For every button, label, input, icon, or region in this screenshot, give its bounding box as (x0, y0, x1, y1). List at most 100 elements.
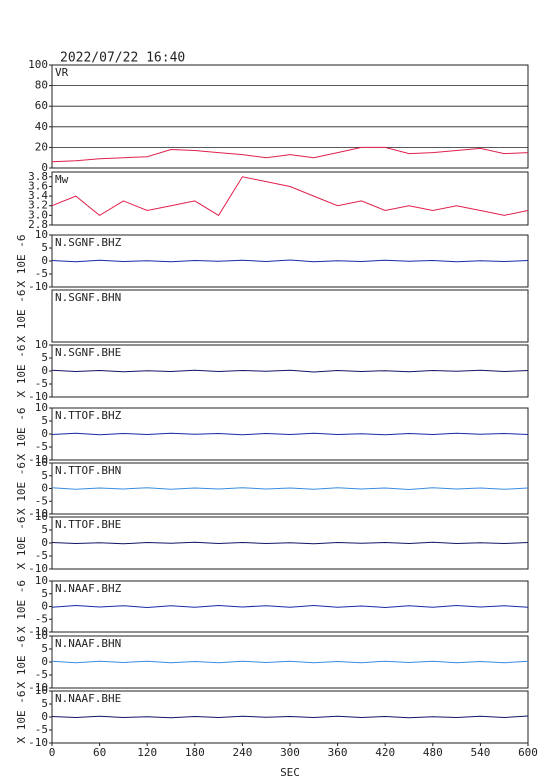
trace (51, 604, 529, 609)
y-axis-label: X 10E -6 (15, 345, 28, 398)
y-axis-label: X 10E -6 (15, 290, 28, 343)
y-tick-label: -5 (35, 668, 48, 681)
y-tick-label: 100 (28, 58, 48, 71)
y-tick-label: 0 (41, 600, 48, 613)
trace (51, 432, 529, 436)
y-tick-label: 10 (35, 510, 48, 523)
y-tick-label: 3.0 (28, 208, 48, 221)
y-tick-label: 0 (41, 710, 48, 723)
x-tick-label: 60 (93, 746, 106, 759)
panel-frame (51, 171, 529, 226)
x-tick-label: 420 (375, 746, 395, 759)
y-tick-label: -5 (35, 612, 48, 625)
x-tick-label: 120 (137, 746, 157, 759)
y-axis-label: X 10E -6 (15, 408, 28, 461)
y-tick-label: -10 (28, 453, 48, 466)
panel-label: N.TTOF.BHZ (55, 409, 122, 422)
y-tick-label: -5 (35, 377, 48, 390)
panel-label: N.TTOF.BHE (55, 518, 121, 531)
x-tick-label: 600 (518, 746, 538, 759)
y-tick-label: 3.8 (28, 170, 48, 183)
y-tick-label: -5 (35, 267, 48, 280)
y-tick-label: 3.2 (28, 199, 48, 212)
y-tick-label: -5 (35, 549, 48, 562)
y-tick-label: 0 (41, 655, 48, 668)
y-tick-label: -5 (35, 723, 48, 736)
y-tick-label: -10 (28, 736, 48, 749)
x-tick-label: 180 (185, 746, 205, 759)
y-tick-label: 2.8 (28, 218, 48, 231)
trace (51, 715, 529, 719)
panel-label: VR (55, 66, 69, 79)
y-tick-label: 20 (35, 140, 48, 153)
trace (51, 369, 529, 373)
x-tick-label: 240 (232, 746, 252, 759)
y-tick-label: 10 (35, 401, 48, 414)
y-tick-label: -10 (28, 625, 48, 638)
x-tick-label: 540 (470, 746, 490, 759)
y-tick-label: 3.4 (28, 189, 48, 202)
y-tick-label: 5 (41, 523, 48, 536)
y-axis-label: X 10E -6 (15, 235, 28, 288)
trace (51, 259, 529, 263)
y-axis-label: X 10E -6 (15, 462, 28, 515)
x-axis-label: SEC (280, 766, 300, 779)
y-axis-label: X 10E -6 (15, 580, 28, 633)
y-axis-label: X 10E -6 (15, 691, 28, 744)
panel-label: N.SGNF.BHZ (55, 236, 122, 249)
trace (51, 146, 529, 163)
y-tick-label: 0 (41, 364, 48, 377)
y-tick-label: 5 (41, 642, 48, 655)
panel-label: N.SGNF.BHE (55, 346, 121, 359)
y-tick-label: 60 (35, 99, 48, 112)
panel-frame (51, 580, 529, 633)
panel-label: N.NAAF.BHE (55, 692, 121, 705)
y-tick-label: 5 (41, 587, 48, 600)
y-tick-label: 5 (41, 351, 48, 364)
y-tick-label: 10 (35, 338, 48, 351)
x-tick-label: 480 (423, 746, 443, 759)
y-tick-label: -10 (28, 280, 48, 293)
panel-frame (51, 64, 529, 169)
y-tick-label: -5 (35, 440, 48, 453)
trace (51, 487, 529, 491)
y-tick-label: 3.6 (28, 179, 48, 192)
y-tick-label: 5 (41, 697, 48, 710)
trace (51, 176, 529, 217)
x-tick-label: 360 (328, 746, 348, 759)
y-tick-label: 0 (41, 427, 48, 440)
y-tick-label: 0 (41, 254, 48, 267)
panel-label: N.NAAF.BHN (55, 637, 121, 650)
y-tick-label: 5 (41, 241, 48, 254)
y-tick-label: -5 (35, 494, 48, 507)
trace (51, 660, 529, 664)
y-tick-label: 10 (35, 456, 48, 469)
y-axis-label: X 10E -6 (15, 517, 28, 570)
y-tick-label: 10 (35, 574, 48, 587)
y-tick-label: 10 (35, 228, 48, 241)
y-tick-label: -10 (28, 390, 48, 403)
panel-label: N.NAAF.BHZ (55, 582, 122, 595)
y-tick-label: 0 (41, 482, 48, 495)
panel-label: N.TTOF.BHN (55, 464, 121, 477)
panel-label: Mw (55, 173, 69, 186)
y-tick-label: 40 (35, 120, 48, 133)
y-tick-label: -10 (28, 507, 48, 520)
x-tick-label: 300 (280, 746, 300, 759)
x-tick-label: 0 (49, 746, 56, 759)
panel-label: N.SGNF.BHN (55, 291, 121, 304)
y-tick-label: -10 (28, 562, 48, 575)
panel-frame (51, 289, 529, 343)
y-tick-label: 5 (41, 414, 48, 427)
trace (51, 541, 529, 545)
y-tick-label: 0 (41, 536, 48, 549)
chart-title: 2022/07/22 16:40 (60, 51, 185, 66)
y-tick-label: -10 (28, 681, 48, 694)
y-tick-label: 10 (35, 629, 48, 642)
y-tick-label: 10 (35, 684, 48, 697)
y-axis-label: X 10E -6 (15, 636, 28, 689)
y-tick-label: 80 (35, 79, 48, 92)
y-tick-label: 5 (41, 469, 48, 482)
y-tick-label: 0 (41, 161, 48, 174)
